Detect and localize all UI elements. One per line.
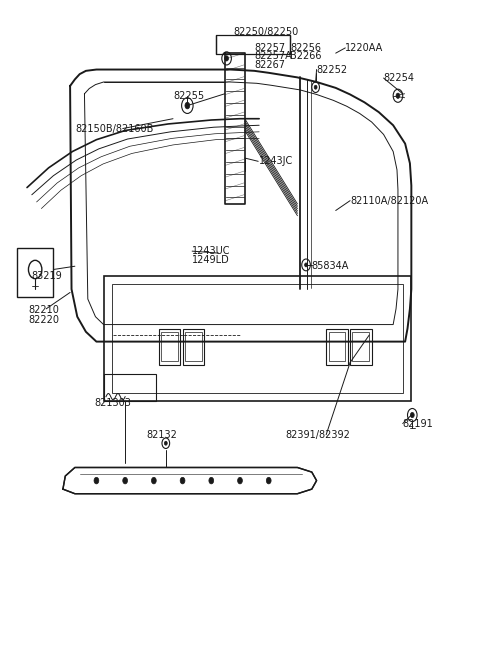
Text: 1243JC: 1243JC — [259, 156, 293, 166]
Circle shape — [152, 478, 156, 484]
Text: 82255: 82255 — [173, 91, 204, 101]
Text: 82210: 82210 — [28, 305, 60, 315]
Circle shape — [305, 263, 308, 267]
Circle shape — [185, 102, 190, 109]
Text: 82254: 82254 — [384, 73, 415, 83]
Bar — [158, 328, 180, 365]
Bar — [185, 332, 202, 361]
Text: 82257: 82257 — [254, 43, 286, 53]
Circle shape — [164, 442, 167, 445]
Bar — [352, 332, 369, 361]
Bar — [104, 374, 156, 401]
Circle shape — [238, 478, 242, 484]
Text: 82267: 82267 — [254, 60, 285, 70]
Bar — [17, 248, 53, 297]
Circle shape — [314, 85, 317, 89]
Text: 82150B/82160B: 82150B/82160B — [75, 124, 153, 133]
Circle shape — [225, 56, 228, 61]
Text: 1220AA: 1220AA — [345, 43, 384, 53]
Bar — [112, 284, 403, 393]
Circle shape — [123, 478, 128, 484]
Polygon shape — [63, 468, 317, 493]
Text: 82191: 82191 — [403, 419, 433, 428]
Text: 82391/82392: 82391/82392 — [286, 430, 350, 440]
Bar — [326, 328, 348, 365]
Bar — [328, 332, 345, 361]
Text: 83219: 83219 — [32, 271, 62, 281]
Text: 1249LD: 1249LD — [192, 256, 230, 265]
Bar — [182, 328, 204, 365]
Circle shape — [180, 478, 185, 484]
Text: 85834A: 85834A — [312, 261, 349, 271]
Text: 82256: 82256 — [290, 43, 321, 53]
Circle shape — [94, 478, 99, 484]
Circle shape — [266, 478, 271, 484]
Text: 82252: 82252 — [317, 64, 348, 74]
Bar — [161, 332, 178, 361]
Text: B2266: B2266 — [290, 51, 322, 61]
Text: 82110A/82120A: 82110A/82120A — [350, 196, 428, 206]
Text: 821303: 821303 — [94, 398, 131, 408]
Bar — [350, 328, 372, 365]
Bar — [216, 35, 290, 55]
Circle shape — [396, 93, 400, 99]
Text: 82132: 82132 — [147, 430, 178, 440]
Circle shape — [410, 413, 414, 418]
Text: 82250/82250: 82250/82250 — [234, 27, 299, 37]
Circle shape — [209, 478, 214, 484]
Text: 1243UC: 1243UC — [192, 246, 230, 256]
Text: 82220: 82220 — [28, 315, 60, 325]
Bar — [104, 276, 411, 401]
Text: 82257A: 82257A — [254, 51, 292, 61]
